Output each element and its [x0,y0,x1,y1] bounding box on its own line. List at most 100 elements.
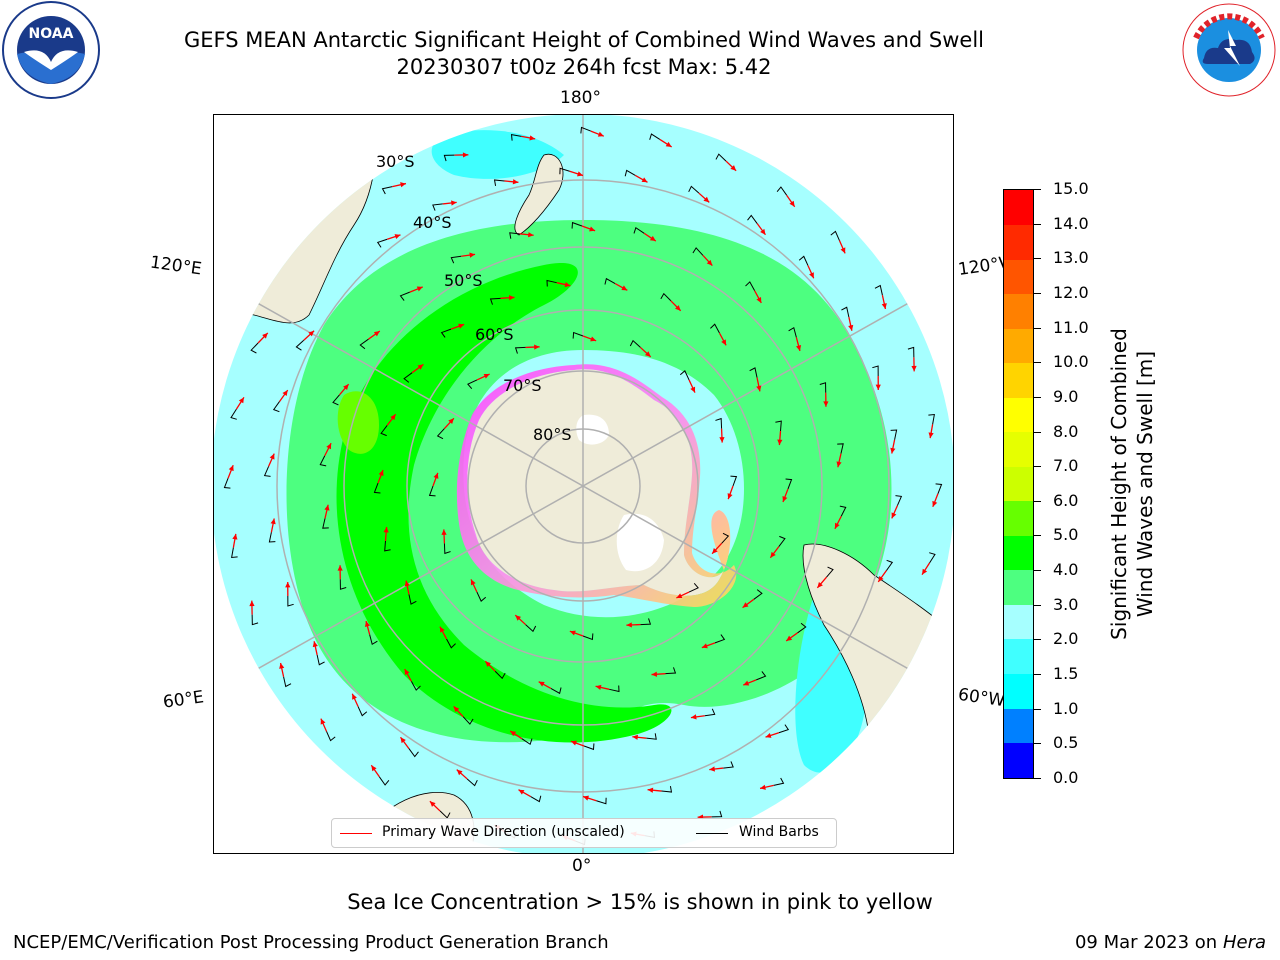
wind-barb [326,731,336,742]
colorbar-bin-13 [1004,293,1033,329]
wind-barb [322,518,329,529]
wave-arrow-head [719,437,725,443]
wave-arrow-head [404,669,410,676]
wave-arrow-head [508,295,515,301]
wind-barb [841,306,850,318]
wave-arrow-head [651,671,658,677]
colorbar [1003,189,1034,779]
wind-barb [399,291,410,301]
wind-barb [710,323,720,334]
wave-arrow-head [232,533,238,540]
wind-barb [408,748,419,758]
wave-arrow-head [770,551,776,558]
wave-arrow-head [878,575,884,582]
wind-barb [753,589,763,600]
wind-barb [571,221,583,229]
wind-barb [295,339,305,351]
lat-label-50s: 50°S [444,271,483,290]
wind-barb [874,284,883,296]
wave-arrow-head [433,472,439,479]
wave-arrow-head [515,615,522,621]
wave-arrow-head [373,331,380,337]
colorbar-tick-label: 7.0 [1053,456,1079,476]
lat-label-60s: 60°S [475,325,514,344]
wind-barb [572,331,584,339]
wind-barb [776,186,788,196]
wind-barb [714,634,726,644]
colorbar-bin-4 [1004,604,1033,640]
wind-barb [928,413,935,425]
wind-barb [798,255,809,266]
wind-barb [408,594,417,605]
colorbar-tick-label: 0.0 [1053,768,1079,787]
wind-barb [272,401,280,413]
wind-barb [450,255,462,264]
wind-barb [521,738,533,746]
wave-arrow-head [834,522,840,529]
wind-barb [929,552,936,564]
nws-logo [1178,0,1280,100]
colorbar-tick-label: 12.0 [1053,282,1089,302]
wind-barb [550,687,562,695]
wave-arrow-head [510,730,517,737]
wave-arrow-head [534,344,540,350]
wind-barb [907,346,915,358]
wave-arrow-head [441,529,447,535]
colorbar-tick-label: 4.0 [1053,560,1079,580]
wind-barb [403,372,413,383]
wind-barb [319,455,327,467]
colorbar-tick [1034,708,1041,710]
colorbar-tick-label: 11.0 [1053,317,1089,337]
wave-arrow-head [269,453,275,460]
wave-arrow-head [448,418,454,425]
colorbar-bin-1 [1004,707,1033,744]
wind-barb [432,203,443,211]
wind-barb [384,540,391,552]
noaa-logo: NOAA [0,0,102,100]
wind-barb [332,394,340,406]
lon-label-120e: 120°E [148,252,203,280]
colorbar-tick-label: 6.0 [1053,490,1079,510]
noaa-logo-text: NOAA [29,26,74,42]
colorbar-bin-16 [1004,190,1033,226]
wave-arrow-head [932,500,938,507]
wind-barb [715,417,723,429]
wind-barb [596,797,607,805]
wind-barb [439,810,451,819]
wave-arrow-head [756,385,762,392]
wave-arrow-head [597,131,604,137]
wave-arrow-head [279,663,285,669]
wave-arrow-head [928,432,934,439]
map-title: GEFS MEAN Antarctic Significant Height o… [183,28,985,52]
wind-barb [494,670,506,680]
wave-arrow-head [569,630,576,636]
wave-arrow-head [417,364,424,370]
lon-label-60w: 60°W [956,684,1007,712]
wave-arrow-head [404,580,410,587]
wave-arrow-head [760,784,766,790]
wind-barb [436,428,445,440]
colorbar-tick-label: 13.0 [1053,248,1089,268]
wind-barb [223,478,231,489]
colorbar-tick-label: 3.0 [1053,594,1079,614]
wind-barb [872,365,879,377]
wind-barb [895,495,903,506]
colorbar-tick-label: 9.0 [1053,386,1079,406]
wave-arrow-head [730,165,737,171]
colorbar-bin-9 [1004,431,1033,467]
wind-barb [788,326,797,338]
wave-arrow-head [564,282,571,288]
wind-barb [745,281,756,291]
colorbar-tick-label: 2.0 [1053,629,1079,649]
wind-barb [410,681,421,691]
wave-arrow-head [703,196,710,203]
colorbar-bin-11 [1004,362,1033,398]
wave-arrow-head [756,296,762,303]
wave-arrow-head [922,568,928,575]
wind-barb [721,532,730,544]
wave-arrow-head [529,135,536,141]
wave-arrow-head [676,593,683,599]
wind-barb [580,126,591,134]
wind-barb [428,485,436,497]
wind-barb [582,633,594,641]
